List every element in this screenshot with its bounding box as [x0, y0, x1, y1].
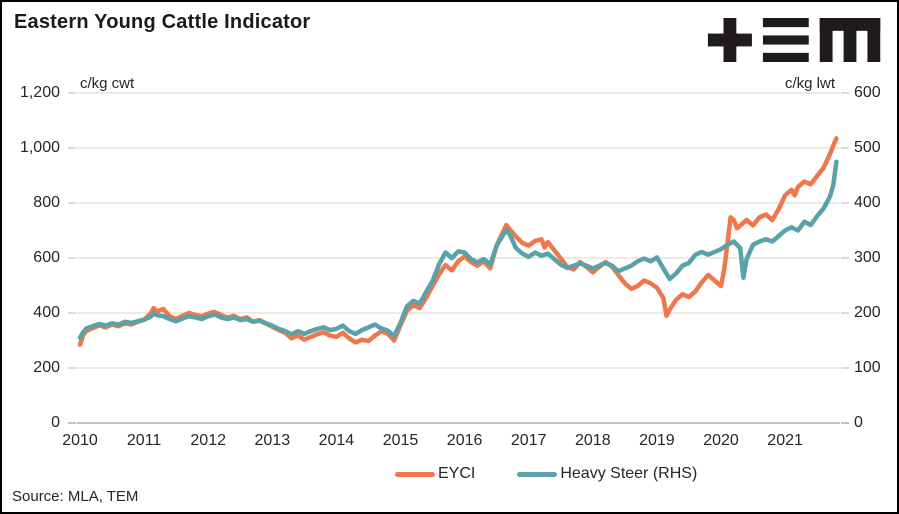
- legend-item-heavy-steer: Heavy Steer (RHS): [517, 465, 697, 483]
- x-tick-label-2013: 2013: [254, 432, 291, 449]
- x-tick-label-2015: 2015: [382, 432, 419, 449]
- left-tick-label-1,200: 1,200: [19, 84, 60, 101]
- x-tick-label-2020: 2020: [703, 432, 739, 449]
- right-tick-label-0: 0: [854, 414, 863, 431]
- right-tick-label-500: 500: [854, 139, 881, 156]
- legend-label-eyci: EYCI: [438, 465, 476, 482]
- source-note: Source: MLA, TEM: [12, 488, 139, 505]
- x-tick-label-2014: 2014: [318, 432, 355, 449]
- right-tick-label-400: 400: [854, 194, 881, 211]
- x-tick-label-2016: 2016: [446, 432, 483, 449]
- series-line-heavy-steer: [77, 159, 839, 341]
- chart-legend: EYCI Heavy Steer (RHS): [395, 465, 697, 483]
- x-tick-label-2012: 2012: [190, 432, 226, 449]
- x-tick-label-2017: 2017: [510, 432, 547, 449]
- series-line-eyci: [77, 136, 839, 347]
- left-axis-unit-label: c/kg cwt: [80, 75, 135, 92]
- right-tick-label-600: 600: [854, 84, 881, 101]
- x-tick-label-2018: 2018: [575, 432, 611, 449]
- x-tick-label-2011: 2011: [126, 432, 162, 449]
- left-tick-label-400: 400: [33, 304, 60, 321]
- left-tick-label-0: 0: [51, 414, 60, 431]
- eyci-line-swatch-icon: [395, 471, 435, 477]
- heavy-steer-line-swatch-icon: [517, 471, 558, 477]
- right-tick-label-200: 200: [854, 304, 881, 321]
- legend-label-heavy-steer: Heavy Steer (RHS): [560, 465, 698, 482]
- tem-logo: [707, 18, 881, 62]
- left-tick-label-800: 800: [33, 194, 60, 211]
- page-title: Eastern Young Cattle Indicator: [14, 11, 311, 33]
- left-tick-label-600: 600: [33, 249, 60, 266]
- left-tick-label-200: 200: [33, 359, 60, 376]
- legend-item-eyci: EYCI: [395, 465, 475, 483]
- logo-triple-bar-icon: [762, 18, 809, 28]
- x-tick-label-2010: 2010: [62, 432, 98, 449]
- right-axis-unit-label: c/kg lwt: [784, 75, 835, 92]
- x-tick-label-2021: 2021: [767, 432, 803, 449]
- x-tick-label-2019: 2019: [639, 432, 675, 449]
- left-tick-label-1,000: 1,000: [19, 139, 60, 156]
- right-tick-label-300: 300: [854, 249, 881, 266]
- right-tick-label-100: 100: [854, 359, 881, 376]
- logo-m-icon: [819, 18, 881, 62]
